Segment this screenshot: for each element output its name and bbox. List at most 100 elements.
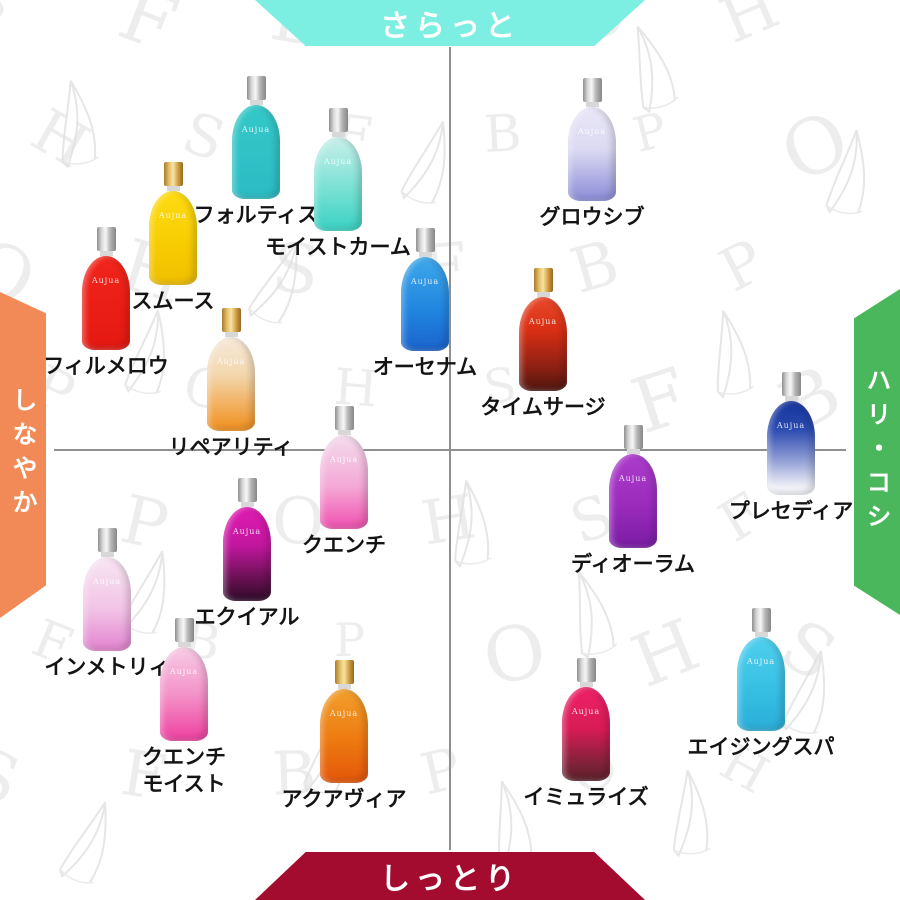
bottle: Aujua xyxy=(314,108,362,231)
bottle-cap xyxy=(751,608,771,632)
bottle-brand-text: Aujua xyxy=(329,455,359,464)
product-label: スムース xyxy=(131,290,215,313)
vertical-axis-line xyxy=(449,47,451,850)
bottle: Aujua xyxy=(160,618,208,741)
bottle-brand-text: Aujua xyxy=(323,157,353,166)
bottle-body: Aujua xyxy=(223,507,271,601)
bottle: Aujua xyxy=(207,308,255,431)
bottle-brand-text: Aujua xyxy=(618,474,648,483)
bottle-cap xyxy=(533,268,553,292)
bottle-body: Aujua xyxy=(568,107,616,201)
product-aucenam: Aujua オーセナム xyxy=(373,228,477,379)
top-axis-label: さらっと xyxy=(380,10,520,43)
product-label: イミュライズ xyxy=(523,786,649,809)
bottle-body: Aujua xyxy=(609,454,657,548)
bottle-neck xyxy=(337,430,351,435)
product-label: クエンチ モイスト xyxy=(142,746,226,797)
bottle-neck xyxy=(536,292,550,297)
left-axis-banner: しなやか xyxy=(0,292,46,618)
bottle-cap xyxy=(623,425,643,449)
bottle-brand-text: Aujua xyxy=(528,317,558,326)
bottle: Aujua xyxy=(401,228,449,351)
bottle: Aujua xyxy=(568,78,616,201)
bottle-body: Aujua xyxy=(160,647,208,741)
bottle-neck xyxy=(626,449,640,454)
product-equial: Aujua エクイアル xyxy=(195,478,299,629)
product-label: フォルティス xyxy=(193,204,319,227)
horizontal-axis-line xyxy=(54,449,846,451)
bottle-brand-text: Aujua xyxy=(216,357,246,366)
bottle: Aujua xyxy=(519,268,567,391)
product-time-surge: Aujua タイムサージ xyxy=(480,268,606,419)
product-label: タイムサージ xyxy=(480,396,606,419)
bottle-body: Aujua xyxy=(232,105,280,199)
product-label: ディオーラム xyxy=(571,553,695,576)
bottle-neck xyxy=(249,100,263,105)
bottle-cap xyxy=(96,227,116,251)
bottle: Aujua xyxy=(149,162,197,285)
bottle: Aujua xyxy=(320,406,368,529)
bottle-cap xyxy=(237,478,257,502)
bottle-brand-text: Aujua xyxy=(577,127,607,136)
bottle-neck xyxy=(754,632,768,637)
bottle-cap xyxy=(576,658,596,682)
bottle-brand-text: Aujua xyxy=(232,527,262,536)
bottle-cap xyxy=(328,108,348,132)
bottle: Aujua xyxy=(609,425,657,548)
product-quench-moist: Aujua クエンチ モイスト xyxy=(142,618,226,796)
product-moist-calm: Aujua モイストカーム xyxy=(265,108,411,259)
bottle-neck xyxy=(784,396,798,401)
bottle-neck xyxy=(99,251,113,256)
bottle-body: Aujua xyxy=(320,435,368,529)
bottle-cap xyxy=(221,308,241,332)
bottom-axis-label: しっとり xyxy=(380,863,520,896)
bottle-brand-text: Aujua xyxy=(571,707,601,716)
product-fill-mellow: Aujua フィルメロウ xyxy=(43,227,169,378)
product-di-orum: Aujua ディオーラム xyxy=(571,425,695,576)
bottle-brand-text: Aujua xyxy=(169,667,199,676)
product-quench: Aujua クエンチ xyxy=(302,406,386,557)
bottle: Aujua xyxy=(767,372,815,495)
bottle-body: Aujua xyxy=(519,297,567,391)
top-axis-banner: さらっと xyxy=(255,0,645,46)
bottle-neck xyxy=(418,252,432,257)
bottle: Aujua xyxy=(223,478,271,601)
right-axis-banner: ハリ・コシ xyxy=(854,289,900,615)
product-glowsive: Aujua グロウシブ xyxy=(540,78,645,229)
bottle-body: Aujua xyxy=(149,191,197,285)
bottle-brand-text: Aujua xyxy=(92,577,122,586)
bottle-cap xyxy=(246,76,266,100)
bottle-neck xyxy=(166,186,180,191)
bottle-body: Aujua xyxy=(83,557,131,651)
product-fortis: Aujua フォルティス xyxy=(194,76,318,227)
bottle-cap xyxy=(163,162,183,186)
product-immulise: Aujua イミュライズ xyxy=(523,658,649,809)
product-smooth: Aujua スムース xyxy=(132,162,214,313)
left-axis-label: しなやか xyxy=(9,387,37,523)
product-aquavia: Aujua アクアヴィア xyxy=(282,660,406,811)
bottle-brand-text: Aujua xyxy=(410,277,440,286)
bottle-cap xyxy=(334,660,354,684)
bottle: Aujua xyxy=(83,528,131,651)
bottle-brand-text: Aujua xyxy=(158,211,188,220)
bottle-cap xyxy=(97,528,117,552)
bottle-brand-text: Aujua xyxy=(329,709,359,718)
bottle-body: Aujua xyxy=(562,687,610,781)
bottle: Aujua xyxy=(82,227,130,350)
bottom-axis-banner: しっとり xyxy=(255,852,645,900)
product-label: プレセディア xyxy=(728,500,854,523)
bottle-cap xyxy=(582,78,602,102)
product-label: モイストカーム xyxy=(265,236,411,259)
bottle-cap xyxy=(781,372,801,396)
product-label: グロウシブ xyxy=(539,206,645,229)
bottle-neck xyxy=(337,684,351,689)
bottle-neck xyxy=(100,552,114,557)
bottle-body: Aujua xyxy=(314,137,362,231)
bottle-brand-text: Aujua xyxy=(746,657,776,666)
bottle-cap xyxy=(334,406,354,430)
product-label: アクアヴィア xyxy=(281,788,407,811)
bottle-cap xyxy=(174,618,194,642)
bottle: Aujua xyxy=(737,608,785,731)
product-aging-spa: Aujua エイジングスパ xyxy=(688,608,835,759)
